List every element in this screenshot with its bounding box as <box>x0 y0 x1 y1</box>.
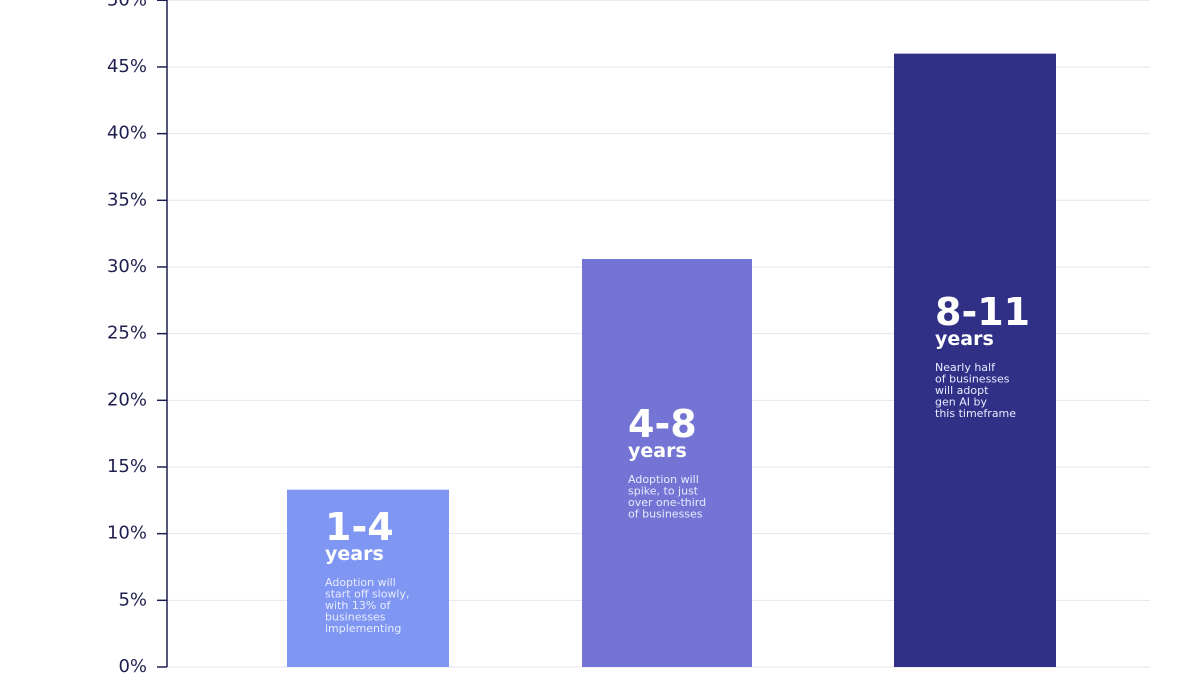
bar-note: gen AI by <box>935 396 987 409</box>
bar-note: this timeframe <box>935 407 1016 420</box>
bar-unit-label: years <box>325 543 384 565</box>
y-tick-label: 20% <box>107 389 147 410</box>
bar-note: over one-third <box>628 496 706 509</box>
y-tick-label: 35% <box>107 189 147 210</box>
bar-range-label: 1-4 <box>325 505 394 549</box>
bar-note: Adoption will <box>325 576 396 589</box>
bar-note: will adopt <box>935 384 989 397</box>
bar-note: start off slowly, <box>325 588 410 601</box>
y-tick-label: 15% <box>107 456 147 477</box>
bar-note: of businesses <box>935 373 1010 386</box>
bar-note: spike, to just <box>628 485 699 498</box>
bar <box>894 53 1056 668</box>
bar-note: businesses <box>325 611 386 624</box>
bar-unit-label: years <box>628 440 687 462</box>
bar-range-label: 8-11 <box>935 290 1030 334</box>
bar-note: of businesses <box>628 508 703 521</box>
y-tick-label: 30% <box>107 256 147 277</box>
y-tick-label: 40% <box>107 123 147 144</box>
bar <box>582 258 752 667</box>
bar <box>287 489 449 667</box>
y-tick-label: 45% <box>107 56 147 77</box>
y-tick-label: 10% <box>107 523 147 544</box>
bar-range-label: 4-8 <box>628 402 697 446</box>
bar-note: implementing <box>325 622 401 635</box>
bar-note: Nearly half <box>935 361 996 374</box>
y-tick-label: 0% <box>118 656 147 675</box>
bar-unit-label: years <box>935 328 994 350</box>
y-tick-label: 50% <box>107 0 147 10</box>
bar-note: Adoption will <box>628 473 699 486</box>
y-tick-label: 5% <box>118 589 147 610</box>
y-tick-label: 25% <box>107 323 147 344</box>
bar-note: with 13% of <box>325 599 392 612</box>
